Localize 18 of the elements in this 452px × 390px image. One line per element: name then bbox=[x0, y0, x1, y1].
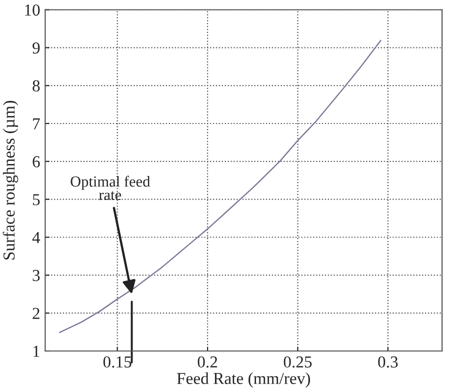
x-tick-label: 0.2 bbox=[198, 356, 218, 368]
y-tick-label: 6 bbox=[32, 156, 40, 168]
x-axis-title: Feed Rate (mm/rev) bbox=[177, 372, 310, 388]
x-tick-label: 0.15 bbox=[103, 356, 132, 368]
y-axis-title: Surface roughness (µm) bbox=[2, 100, 18, 260]
y-tick-label: 3 bbox=[32, 270, 40, 282]
y-tick-label: 5 bbox=[32, 194, 40, 206]
annotation: Optimal feed rate bbox=[70, 176, 150, 200]
y-tick-label: 7 bbox=[33, 118, 40, 130]
y-tick-label: 8 bbox=[32, 80, 40, 92]
x-tick-label: 0.3 bbox=[378, 356, 398, 368]
x-tick-label: 0.25 bbox=[284, 356, 312, 368]
y-tick-label: 1 bbox=[33, 346, 40, 357]
y-tick-label: 4 bbox=[32, 232, 40, 244]
y-tick-label: 10 bbox=[25, 4, 40, 16]
y-tick-label: 2 bbox=[32, 308, 40, 319]
line-series bbox=[59, 40, 382, 334]
y-tick-label: 9 bbox=[32, 42, 40, 54]
